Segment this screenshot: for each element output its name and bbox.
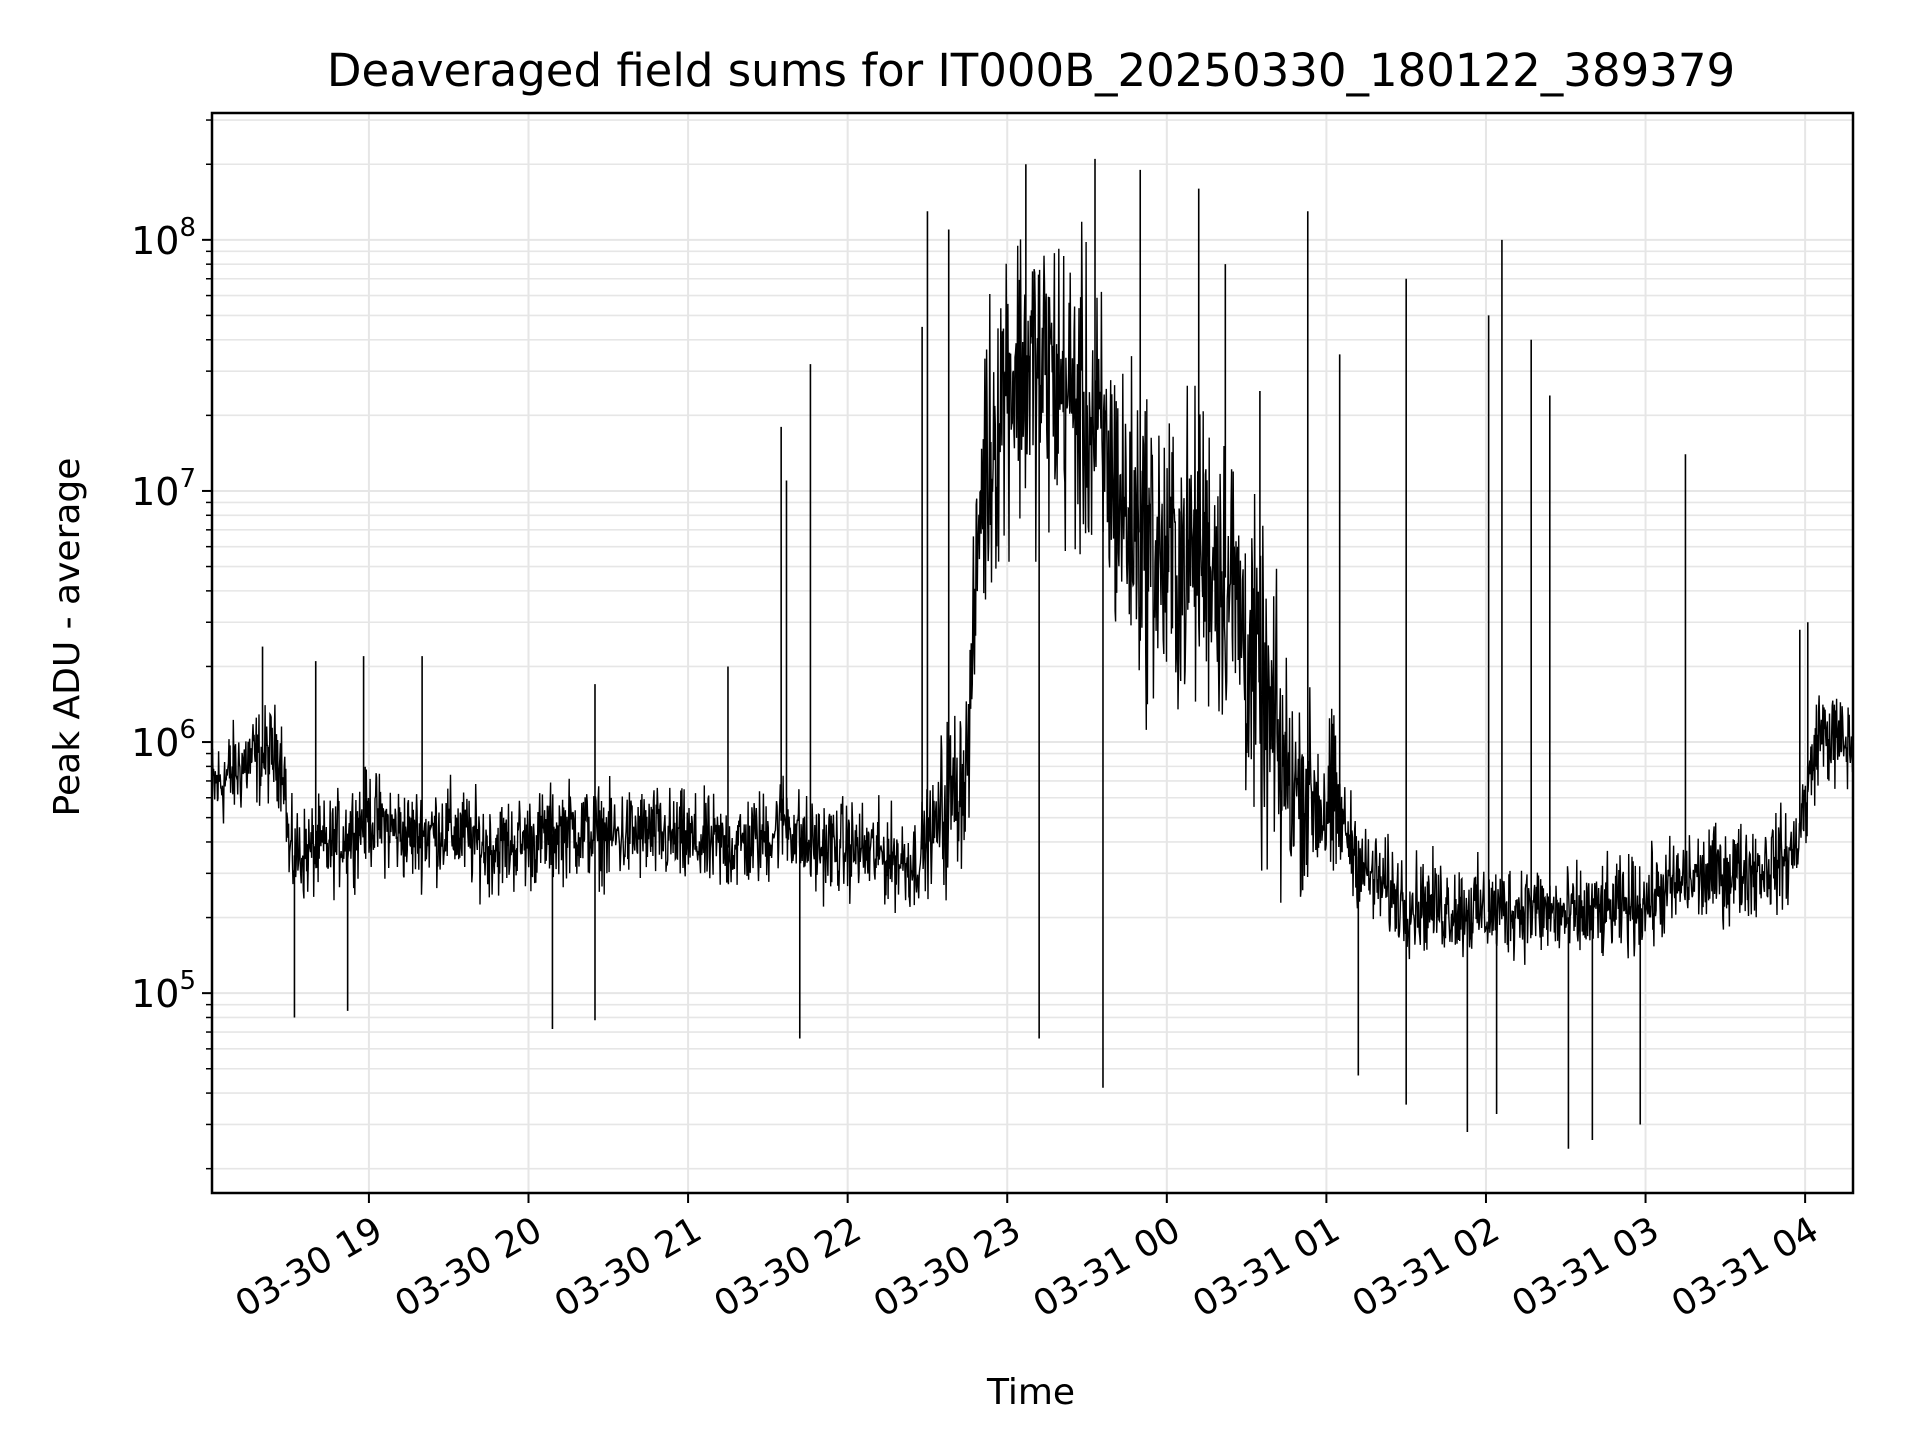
y-tick-exponent: 6 (179, 715, 196, 745)
y-tick-base: 10 (131, 470, 179, 514)
y-axis-label: Peak ADU - average (47, 458, 88, 817)
y-tick-base: 10 (131, 972, 179, 1016)
y-tick-exponent: 8 (179, 213, 196, 243)
y-tick-label: 106 (131, 715, 196, 765)
y-tick-base: 10 (131, 721, 179, 765)
series-line (211, 221, 1854, 965)
x-axis-label: Time (986, 1372, 1075, 1413)
y-tick-label: 105 (131, 966, 196, 1016)
y-tick-exponent: 5 (179, 966, 196, 996)
grid (212, 113, 1853, 1193)
plot-frame (210, 111, 1855, 1195)
chart-title: Deaveraged field sums for IT000B_2025033… (327, 44, 1735, 97)
y-tick-base: 10 (131, 219, 179, 263)
series-line-group (211, 158, 1854, 1149)
y-tick-exponent: 7 (179, 464, 196, 494)
y-tick-label: 108 (131, 213, 196, 263)
y-tick-label: 107 (131, 464, 196, 514)
